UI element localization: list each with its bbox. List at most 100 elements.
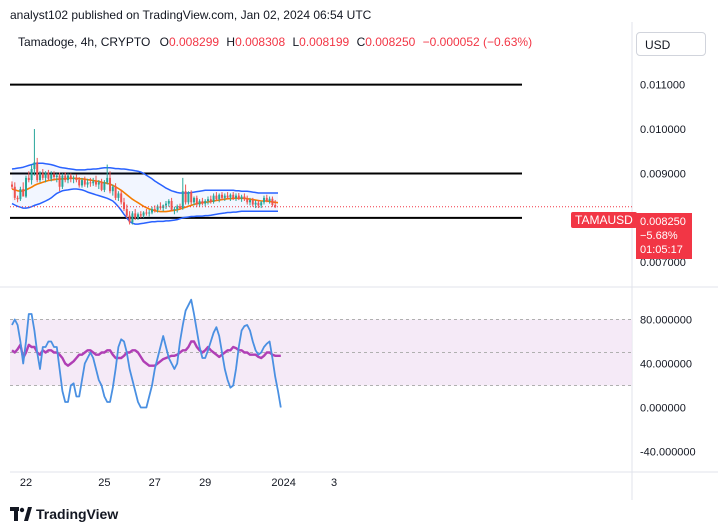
price-change-pct: −5.68% <box>640 230 678 242</box>
candle-body <box>89 182 92 184</box>
candle-body <box>198 200 201 205</box>
candle-body <box>139 214 142 216</box>
candle-body <box>55 175 58 177</box>
candle-body <box>111 186 114 192</box>
candle-body <box>229 194 232 198</box>
candle-body <box>78 180 81 186</box>
candle-body <box>215 195 218 200</box>
candle-body <box>75 177 78 181</box>
time-axis-tick: 29 <box>199 477 211 489</box>
candle-body <box>44 172 47 178</box>
candle-body <box>204 200 207 204</box>
tradingview-icon <box>10 507 32 521</box>
candle-body <box>103 182 106 190</box>
time-axis-tick: 22 <box>20 477 32 489</box>
candle-body <box>117 193 120 198</box>
change-value: −0.000052 (−0.63%) <box>422 35 533 49</box>
candle-body <box>249 200 251 203</box>
candle-body <box>257 202 260 206</box>
currency-button[interactable]: USD <box>636 32 706 56</box>
candle-body <box>218 194 221 200</box>
price-axis-tick: 0.009000 <box>640 168 686 180</box>
high-value: 0.008308 <box>235 35 286 49</box>
candle-body <box>265 197 268 201</box>
price-axis-tick: 0.011000 <box>640 80 685 92</box>
candle-body <box>190 192 193 203</box>
bar-countdown: 01:05:17 <box>640 244 683 256</box>
candle-body <box>156 206 159 210</box>
candle-body <box>263 197 265 203</box>
candle-body <box>195 197 198 205</box>
candle-body <box>128 215 131 223</box>
candle-body <box>131 213 134 223</box>
candle-body <box>58 175 61 187</box>
candle-body <box>25 177 27 197</box>
candle-body <box>83 180 86 185</box>
bollinger-fill <box>12 163 278 225</box>
candle-body <box>13 186 16 198</box>
candle-body <box>176 206 179 209</box>
candle-body <box>240 196 243 199</box>
high-label: H <box>226 35 236 49</box>
candle-body <box>64 175 67 181</box>
candle-body <box>254 202 257 205</box>
candle-body <box>106 177 109 183</box>
close-label: C <box>356 35 366 49</box>
candle-body <box>41 173 44 178</box>
candle-body <box>125 208 128 216</box>
stoch-axis-tick: 0.000000 <box>640 403 686 415</box>
candle-body <box>39 173 41 181</box>
candle-body <box>260 202 263 206</box>
candle-body <box>134 213 137 218</box>
stoch-axis-tick: 80.000000 <box>640 315 692 327</box>
candle-body <box>201 200 204 204</box>
candle-body <box>179 206 181 209</box>
stoch-k-line <box>11 298 282 409</box>
candle-body <box>243 196 246 200</box>
close-value: 0.008250 <box>365 35 416 49</box>
stoch-axis-tick: -40.000000 <box>640 447 696 459</box>
candle-body <box>167 200 170 204</box>
candle-body <box>19 188 22 200</box>
low-label: L <box>292 35 300 49</box>
time-axis-tick: 3 <box>331 477 337 489</box>
candle-body <box>100 182 103 190</box>
candle-body <box>237 195 240 199</box>
candle-body <box>16 197 19 200</box>
symbol-info: Tamadoge, 4h, CRYPTO <box>18 35 151 49</box>
candle-body <box>120 193 123 203</box>
candle-body <box>81 180 83 186</box>
candle-body <box>151 208 153 213</box>
tradingview-logo[interactable]: TradingView <box>10 506 118 522</box>
open-label: O <box>159 35 169 49</box>
candle-body <box>226 195 229 198</box>
price-axis-tick: 0.010000 <box>640 124 686 136</box>
candle-body <box>184 191 187 203</box>
publish-line: analyst102 published on TradingView.com,… <box>10 8 372 22</box>
candle-body <box>11 184 13 187</box>
candle-body <box>36 162 39 181</box>
candle-body <box>209 199 212 202</box>
candle-body <box>95 181 97 185</box>
brand-name: TradingView <box>36 506 119 522</box>
candle-body <box>61 175 64 187</box>
candle-body <box>50 174 53 179</box>
candle-body <box>268 198 271 201</box>
candle-body <box>69 175 72 179</box>
candle-body <box>271 198 274 205</box>
candle-body <box>246 199 249 203</box>
low-value: 0.008199 <box>299 35 350 49</box>
candle-body <box>72 177 75 179</box>
candle-body <box>109 177 111 192</box>
candle-body <box>47 172 50 179</box>
candle-body <box>114 186 117 198</box>
candle-body <box>170 200 173 210</box>
candle-body <box>207 199 209 201</box>
candle-body <box>251 200 254 205</box>
candle-body <box>92 181 95 184</box>
symbol-price-tag: TAMAUSD <box>571 212 637 228</box>
current-price-box: 0.008250 −5.68% 01:05:17 <box>636 213 692 259</box>
candle-body <box>212 195 215 202</box>
candle-body <box>165 203 167 206</box>
candle-body <box>223 195 226 198</box>
